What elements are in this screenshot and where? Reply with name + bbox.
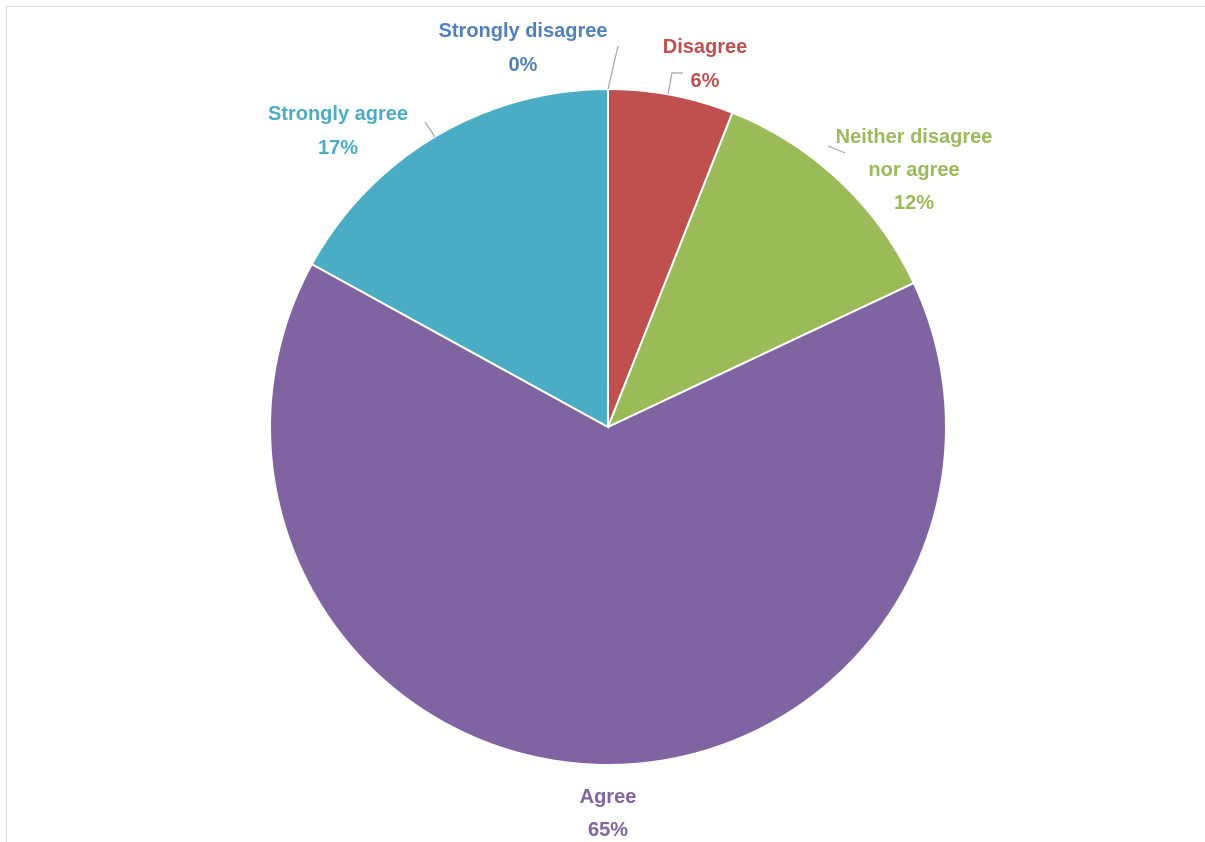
label-strongly-agree-name: Strongly agree bbox=[268, 103, 408, 125]
label-agree-name: Agree bbox=[580, 786, 637, 808]
label-neither-line2: nor agree bbox=[868, 159, 959, 181]
slice-agree bbox=[269, 262, 947, 766]
label-disagree-pct: 6% bbox=[691, 70, 720, 92]
chart-area bbox=[6, 6, 1205, 842]
slice-strongly-agree bbox=[310, 87, 609, 429]
leader-strongly-disagree bbox=[607, 45, 619, 90]
label-strongly-agree-pct: 17% bbox=[318, 137, 358, 159]
label-neither-pct: 12% bbox=[894, 192, 934, 214]
label-strongly-disagree-pct: 0% bbox=[509, 54, 538, 76]
label-disagree-name: Disagree bbox=[663, 36, 748, 58]
slice-disagree bbox=[607, 87, 734, 428]
leader-disagree bbox=[667, 72, 683, 95]
label-strongly-disagree-name: Strongly disagree bbox=[439, 20, 608, 42]
leader-neither bbox=[827, 145, 846, 154]
leader-lines bbox=[424, 45, 846, 154]
leader-strongly-agree bbox=[424, 121, 436, 138]
label-agree-pct: 65% bbox=[588, 819, 628, 841]
slice-neither-disagree-nor-agree bbox=[606, 111, 916, 429]
label-neither-line1: Neither disagree bbox=[836, 126, 993, 148]
pie-slices bbox=[269, 87, 947, 766]
